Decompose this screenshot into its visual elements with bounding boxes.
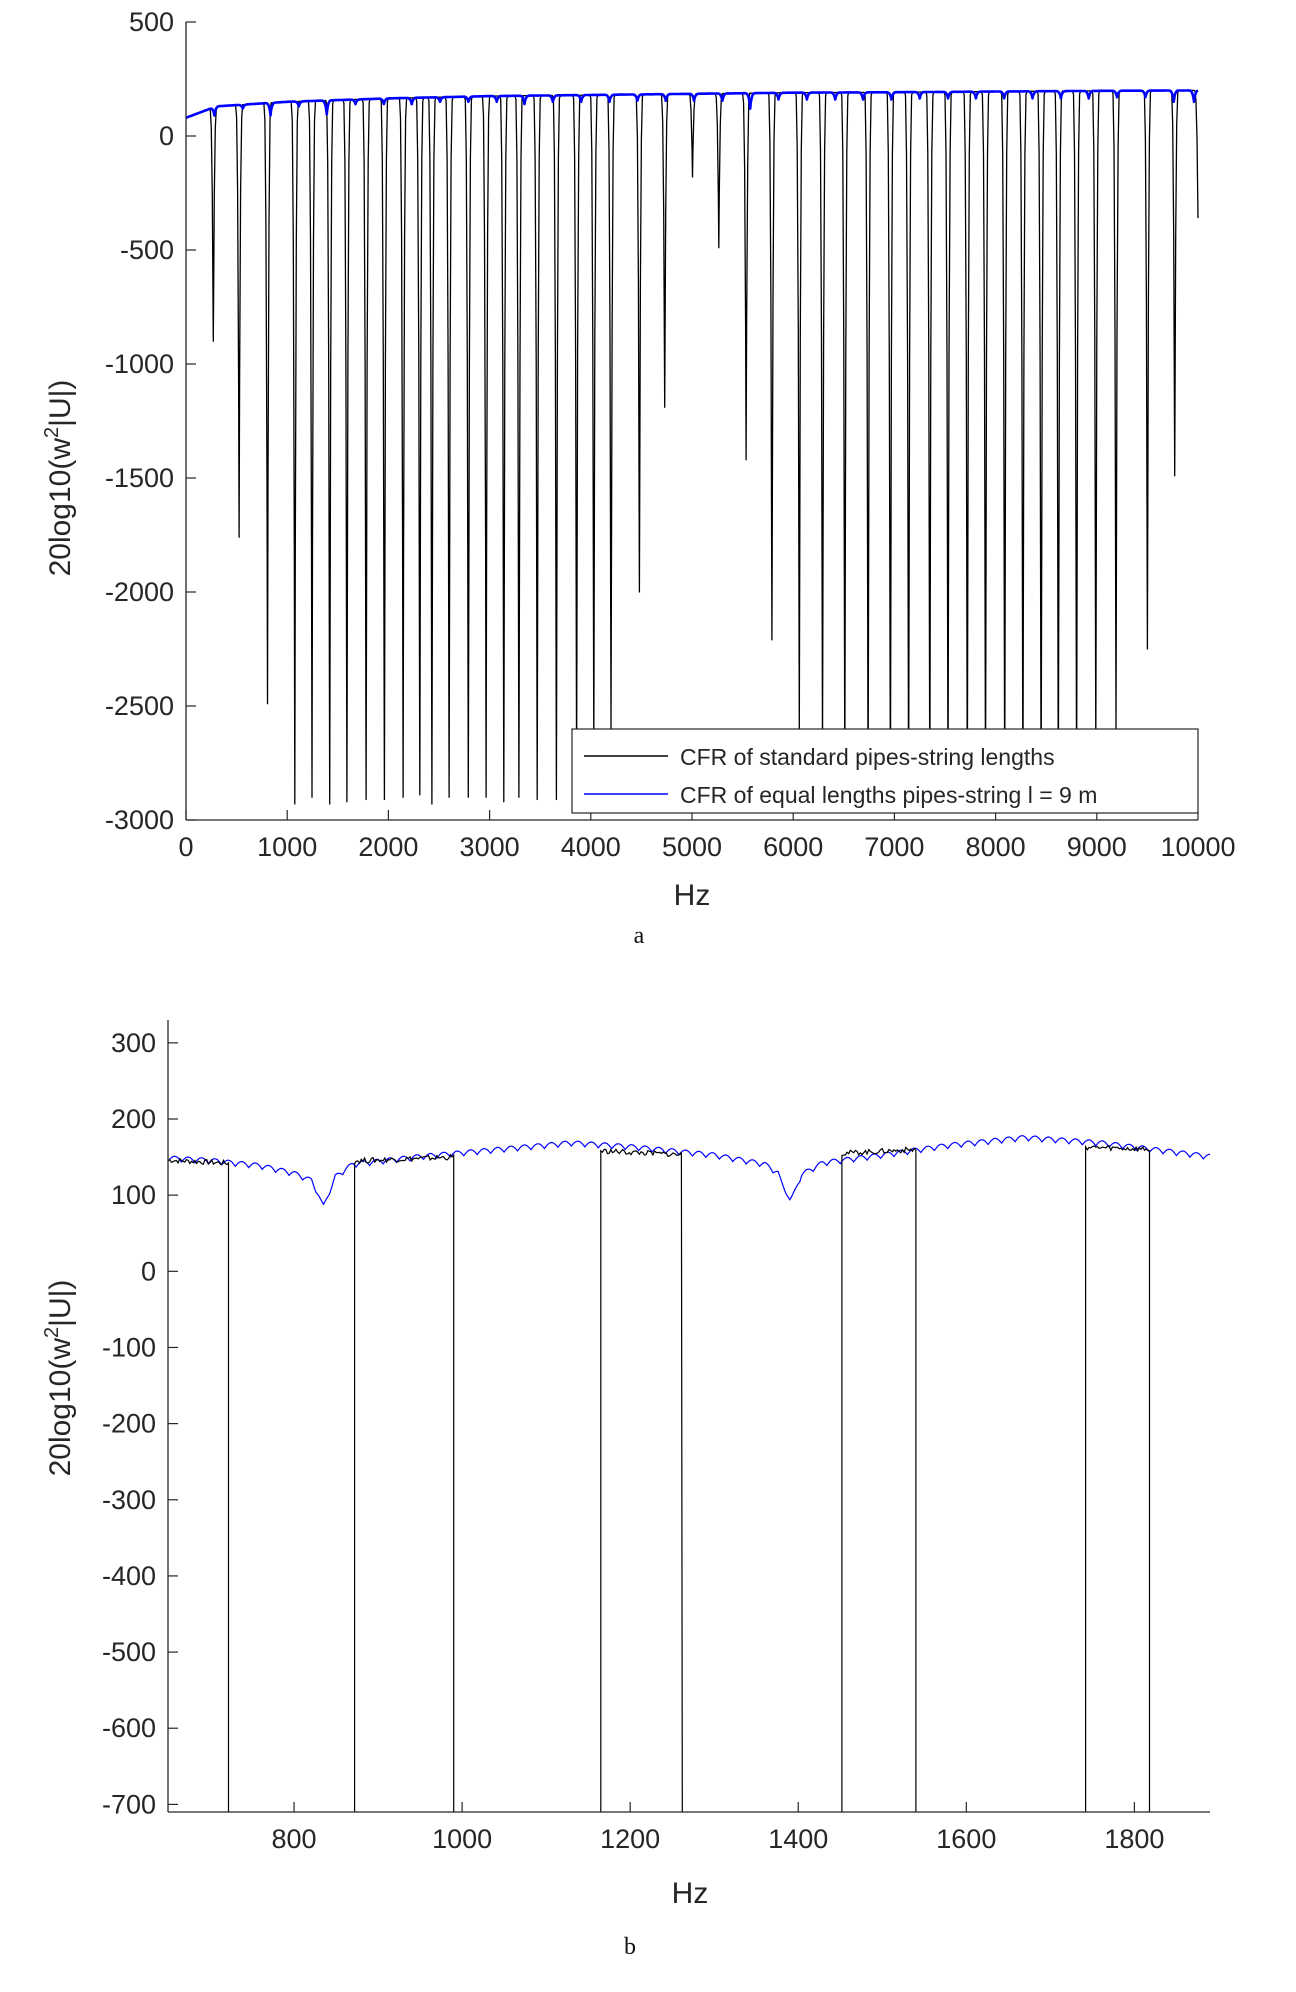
chart-a-caption: a xyxy=(634,923,645,949)
chart-a-y-label-part-2: |U|) xyxy=(44,380,77,427)
chart-b-y-label-part-2: |U|) xyxy=(44,1280,77,1327)
legend-box xyxy=(571,728,1199,814)
x-tick-label: 800 xyxy=(272,1824,317,1854)
chart-b-y-label-part-1: 20log10(w xyxy=(44,1338,77,1477)
y-tick-label: -1500 xyxy=(105,463,174,493)
chart-a: 0 1000 2000 3000 4000 5000 6000 7000 8000 9000 100… xyxy=(41,7,1236,949)
y-tick-label: -2000 xyxy=(105,577,174,607)
x-tick-label: 3000 xyxy=(460,832,520,862)
y-tick-label: -200 xyxy=(102,1409,156,1439)
x-tick-label: 7000 xyxy=(864,832,924,862)
chart-b-y-label-superscript: 2 xyxy=(41,1327,63,1338)
chart-a-y-axis-label: 20log10(w2|U|) xyxy=(41,380,77,577)
y-tick-label: 100 xyxy=(111,1180,156,1210)
chart-b-caption: b xyxy=(624,1934,636,1960)
series-line-equal-lengths xyxy=(168,1135,1210,1206)
x-tick-label: 0 xyxy=(178,832,193,862)
series-line-equal-lengths xyxy=(185,89,1199,120)
chart-a-axes: 0 1000 2000 3000 4000 5000 6000 7000 8000 9000 100… xyxy=(105,7,1236,862)
y-tick-label: -400 xyxy=(102,1561,156,1591)
chart-a-series-layer xyxy=(185,89,1199,805)
x-tick-label: 1800 xyxy=(1104,1824,1164,1854)
y-tick-label: -300 xyxy=(102,1485,156,1515)
chart-b-y-axis-label: 20log10(w2|U|) xyxy=(41,1280,77,1477)
x-tick-label: 10000 xyxy=(1160,832,1235,862)
series-line-standard-lengths xyxy=(185,89,1199,805)
chart-a-x-axis-label: Hz xyxy=(674,879,711,912)
y-tick-label: 300 xyxy=(111,1028,156,1058)
y-tick-label: -500 xyxy=(120,235,174,265)
y-tick-label: -2500 xyxy=(105,691,174,721)
x-tick-label: 1000 xyxy=(432,1824,492,1854)
y-tick-label: -100 xyxy=(102,1332,156,1362)
y-tick-label: -700 xyxy=(102,1789,156,1819)
chart-b-x-axis-label: Hz xyxy=(672,1877,709,1910)
chart-b: 800 1000 1200 1400 1600 18003002001000-100-20… xyxy=(41,1020,1210,1960)
legend-entry-equal: CFR of equal lengths pipes-string l = 9 … xyxy=(680,782,1097,808)
x-tick-label: 1000 xyxy=(257,832,317,862)
x-tick-label: 6000 xyxy=(763,832,823,862)
x-tick-label: 1400 xyxy=(768,1824,828,1854)
chart-a-y-label-part-1: 20log10(w xyxy=(44,438,77,577)
series-segment-standard-lengths xyxy=(600,1148,683,1812)
x-tick-label: 8000 xyxy=(966,832,1026,862)
series-segment-standard-lengths xyxy=(1085,1144,1151,1812)
x-tick-label: 9000 xyxy=(1067,832,1127,862)
y-tick-label: 200 xyxy=(111,1104,156,1134)
x-tick-label: 5000 xyxy=(662,832,722,862)
x-tick-label: 4000 xyxy=(561,832,621,862)
chart-b-series-layer xyxy=(168,1135,1210,1812)
series-segment-standard-lengths xyxy=(841,1146,917,1812)
x-tick-label: 1600 xyxy=(936,1824,996,1854)
y-tick-label: 0 xyxy=(141,1256,156,1286)
y-tick-label: -1000 xyxy=(105,349,174,379)
series-segment-standard-lengths xyxy=(168,1157,230,1812)
series-segment-standard-lengths xyxy=(354,1153,455,1812)
legend-entry-standard: CFR of standard pipes-string lengths xyxy=(680,744,1055,770)
y-tick-label: -3000 xyxy=(105,805,174,835)
y-tick-label: 0 xyxy=(159,121,174,151)
y-tick-label: -500 xyxy=(102,1637,156,1667)
x-tick-label: 2000 xyxy=(358,832,418,862)
chart-a-legend: CFR of standard pipes-string lengths CFR… xyxy=(571,728,1199,814)
y-tick-label: 500 xyxy=(129,7,174,37)
x-tick-label: 1200 xyxy=(600,1824,660,1854)
y-tick-label: -600 xyxy=(102,1713,156,1743)
chart-a-y-label-superscript: 2 xyxy=(41,427,63,438)
chart-b-axes: 800 1000 1200 1400 1600 18003002001000-100-20… xyxy=(102,1020,1210,1854)
